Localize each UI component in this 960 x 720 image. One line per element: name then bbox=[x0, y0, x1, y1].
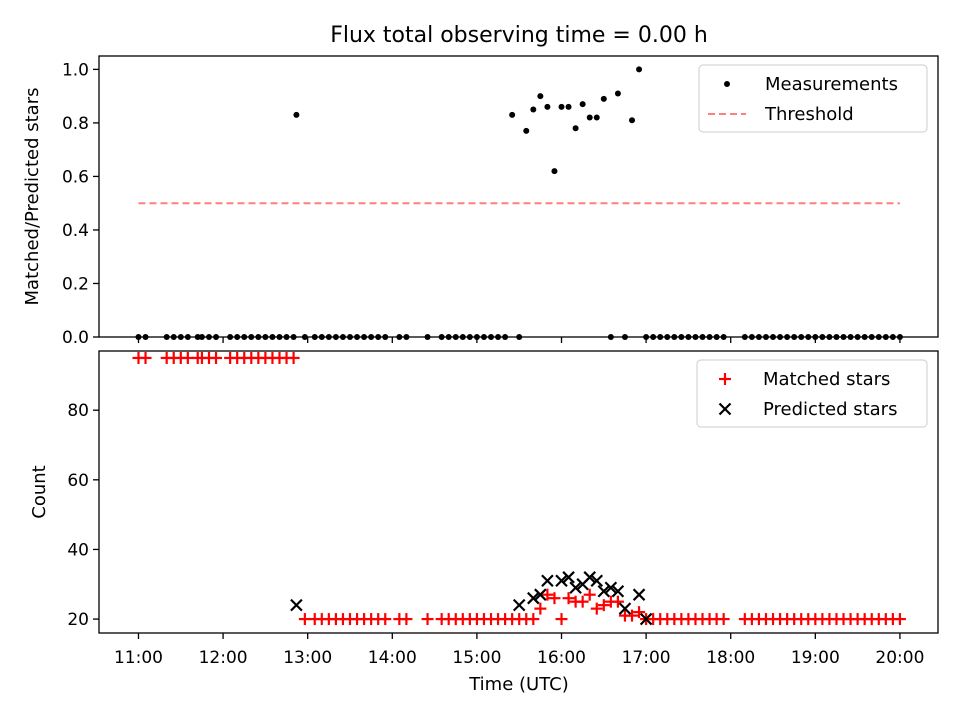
x-tick-label: 19:00 bbox=[791, 648, 840, 668]
legend-item: Measurements bbox=[724, 74, 898, 95]
predicted-star-point bbox=[534, 588, 547, 601]
y-axis-label: Count bbox=[29, 465, 50, 518]
x-tick-label: 12:00 bbox=[199, 648, 248, 668]
x-tick-label: 11:00 bbox=[114, 648, 163, 668]
measurement-point bbox=[558, 103, 565, 110]
predicted-star-point bbox=[632, 588, 646, 601]
y-tick-label: 0.2 bbox=[62, 274, 89, 294]
predicted-star-point bbox=[527, 591, 540, 605]
y-tick-label: 80 bbox=[67, 401, 89, 421]
predicted-star-point bbox=[611, 584, 625, 598]
measurement-point bbox=[544, 103, 551, 110]
measurement-point bbox=[614, 90, 621, 97]
x-tick-label: 16:00 bbox=[537, 648, 586, 668]
y-tick-label: 0.6 bbox=[62, 167, 89, 187]
measurement-point bbox=[593, 114, 600, 121]
predicted-star-point bbox=[555, 574, 568, 588]
axes-frame bbox=[98, 55, 939, 338]
y-tick-label: 20 bbox=[67, 610, 89, 630]
predicted-star-point bbox=[597, 584, 611, 598]
measurement-point bbox=[565, 103, 572, 110]
legend-item: Threshold bbox=[708, 104, 854, 125]
matched-star-point bbox=[633, 606, 646, 619]
matched-star-point bbox=[562, 592, 575, 605]
y-tick-label: 0.0 bbox=[62, 328, 89, 348]
top-panel: 0.0 0.2 0.4 0.6 0.8 1.0 Matched/Predicted star… bbox=[22, 55, 939, 348]
matched-star-point bbox=[626, 609, 639, 622]
matched-star-point bbox=[611, 595, 624, 608]
legend: Matched stars Predicted stars bbox=[696, 359, 928, 428]
matched-star-point bbox=[139, 351, 152, 364]
predicted-star-point bbox=[562, 571, 575, 584]
figure-title: Flux total observing time = 0.00 h bbox=[330, 23, 708, 48]
predicted-star-point bbox=[590, 574, 604, 588]
matched-star-point bbox=[893, 613, 906, 626]
legend-label: Measurements bbox=[765, 74, 898, 95]
matched-star-point bbox=[400, 613, 413, 626]
measurement-point bbox=[579, 101, 586, 108]
axes-frame bbox=[98, 350, 939, 634]
matched-star-point bbox=[597, 599, 610, 612]
legend-label: Threshold bbox=[764, 104, 854, 125]
measurement-point bbox=[551, 168, 558, 175]
bottom-panel: 20 40 60 80 11:00 12:00 13:00 14:00 15:00 16:00 17… bbox=[29, 350, 939, 668]
y-tick-label: 1.0 bbox=[62, 60, 89, 80]
matched-star-point bbox=[548, 592, 561, 605]
measurement-point bbox=[523, 127, 530, 134]
legend-label: Predicted stars bbox=[763, 399, 897, 420]
measurement-point bbox=[636, 66, 643, 73]
x-tick-label: 14:00 bbox=[368, 648, 417, 668]
predicted-star-point bbox=[290, 598, 303, 612]
matched-star-point bbox=[576, 595, 589, 608]
x-tick-label: 13:00 bbox=[283, 648, 332, 668]
y-tick-label: 0.8 bbox=[62, 114, 89, 134]
y-axis-label: Matched/Predicted stars bbox=[22, 88, 43, 306]
y-tick-label: 0.4 bbox=[62, 221, 89, 241]
series-predicted-stars bbox=[290, 571, 653, 626]
legend-item: Predicted stars bbox=[718, 399, 897, 420]
x-tick-label: 17:00 bbox=[622, 648, 671, 668]
predicted-star-point bbox=[512, 598, 526, 612]
matched-star-point bbox=[527, 613, 540, 626]
predicted-star-point bbox=[583, 571, 596, 584]
legend-swatch bbox=[724, 81, 730, 87]
series-matched-stars bbox=[132, 351, 906, 626]
measurement-point bbox=[509, 111, 516, 118]
matched-star-point bbox=[287, 351, 300, 364]
predicted-star-point bbox=[639, 612, 653, 626]
matched-star-point bbox=[541, 588, 554, 601]
measurement-point bbox=[629, 117, 636, 124]
legend: Measurements Threshold bbox=[698, 64, 928, 133]
y-tick-label: 40 bbox=[67, 540, 89, 560]
matched-star-point bbox=[379, 613, 392, 626]
predicted-star-point bbox=[618, 602, 632, 615]
x-tick-label: 15:00 bbox=[452, 648, 501, 668]
measurement-point bbox=[293, 111, 300, 118]
y-tick-label: 60 bbox=[67, 471, 89, 491]
x-axis-label: Time (UTC) bbox=[468, 674, 569, 695]
legend-label: Matched stars bbox=[763, 369, 890, 390]
matched-star-point bbox=[210, 351, 223, 364]
legend-frame bbox=[696, 359, 928, 428]
matched-star-point bbox=[717, 613, 730, 626]
x-tick-label: 18:00 bbox=[706, 648, 755, 668]
x-tick-label: 20:00 bbox=[875, 648, 924, 668]
measurement-point bbox=[586, 114, 593, 121]
legend-item: Matched stars bbox=[719, 369, 890, 390]
legend-swatch bbox=[718, 402, 732, 416]
legend-frame bbox=[698, 64, 928, 133]
matched-star-point bbox=[583, 588, 596, 601]
matched-star-point bbox=[534, 602, 547, 615]
predicted-star-point bbox=[569, 581, 582, 595]
matched-star-point bbox=[590, 602, 603, 615]
predicted-star-point bbox=[604, 581, 618, 595]
matched-star-point bbox=[555, 613, 568, 626]
measurement-point bbox=[572, 125, 579, 132]
matched-star-point bbox=[421, 613, 434, 626]
measurement-point bbox=[530, 106, 537, 113]
predicted-star-point bbox=[541, 574, 554, 588]
measurement-point bbox=[600, 95, 607, 102]
measurement-point bbox=[537, 93, 544, 100]
